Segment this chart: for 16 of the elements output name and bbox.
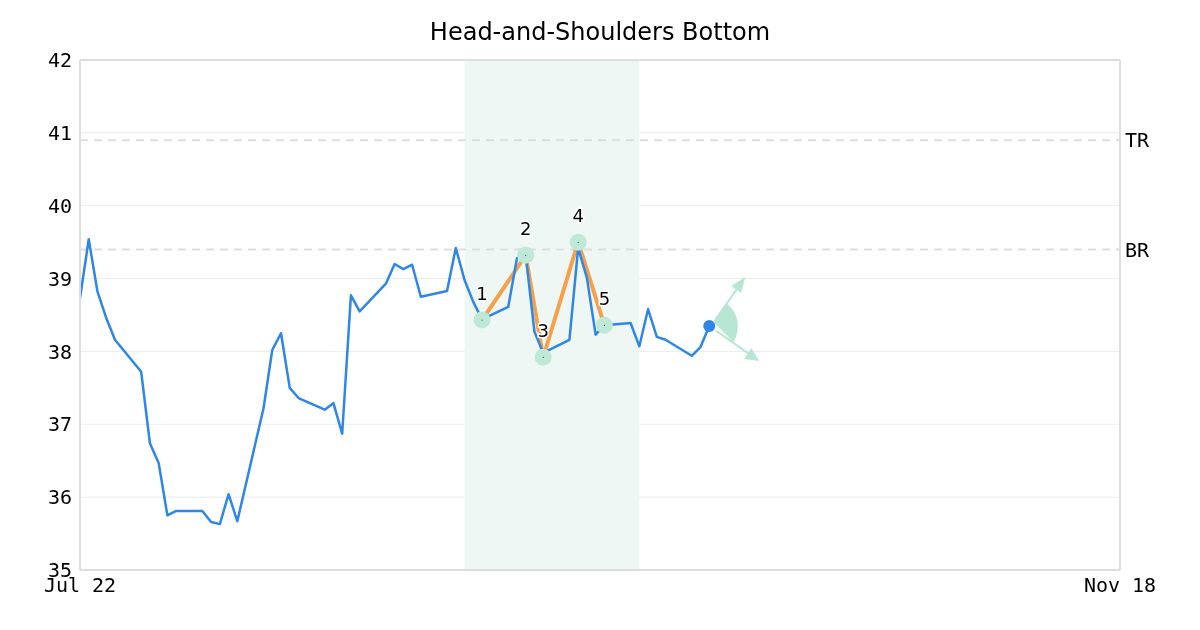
ref-line-label: BR	[1125, 237, 1151, 262]
y-tick-label: 40	[47, 193, 72, 218]
y-tick-label: 39	[47, 266, 72, 291]
x-tick-label: Nov 18	[1083, 573, 1157, 598]
point	[703, 319, 716, 332]
annotation: 2	[519, 218, 532, 240]
y-tick-label: 42	[47, 48, 72, 73]
y-tick-label: 38	[47, 339, 72, 364]
y-tick-label: 37	[47, 412, 72, 437]
ref-line-label: TR	[1125, 128, 1151, 153]
annotation: 1	[476, 283, 488, 305]
annotation: 5	[598, 288, 611, 310]
annotation: 4	[572, 205, 584, 227]
y-tick-label: 41	[47, 120, 72, 145]
y-tick-label: 36	[47, 485, 72, 510]
chart-title: Head-and-Shoulders Bottom	[429, 18, 771, 46]
